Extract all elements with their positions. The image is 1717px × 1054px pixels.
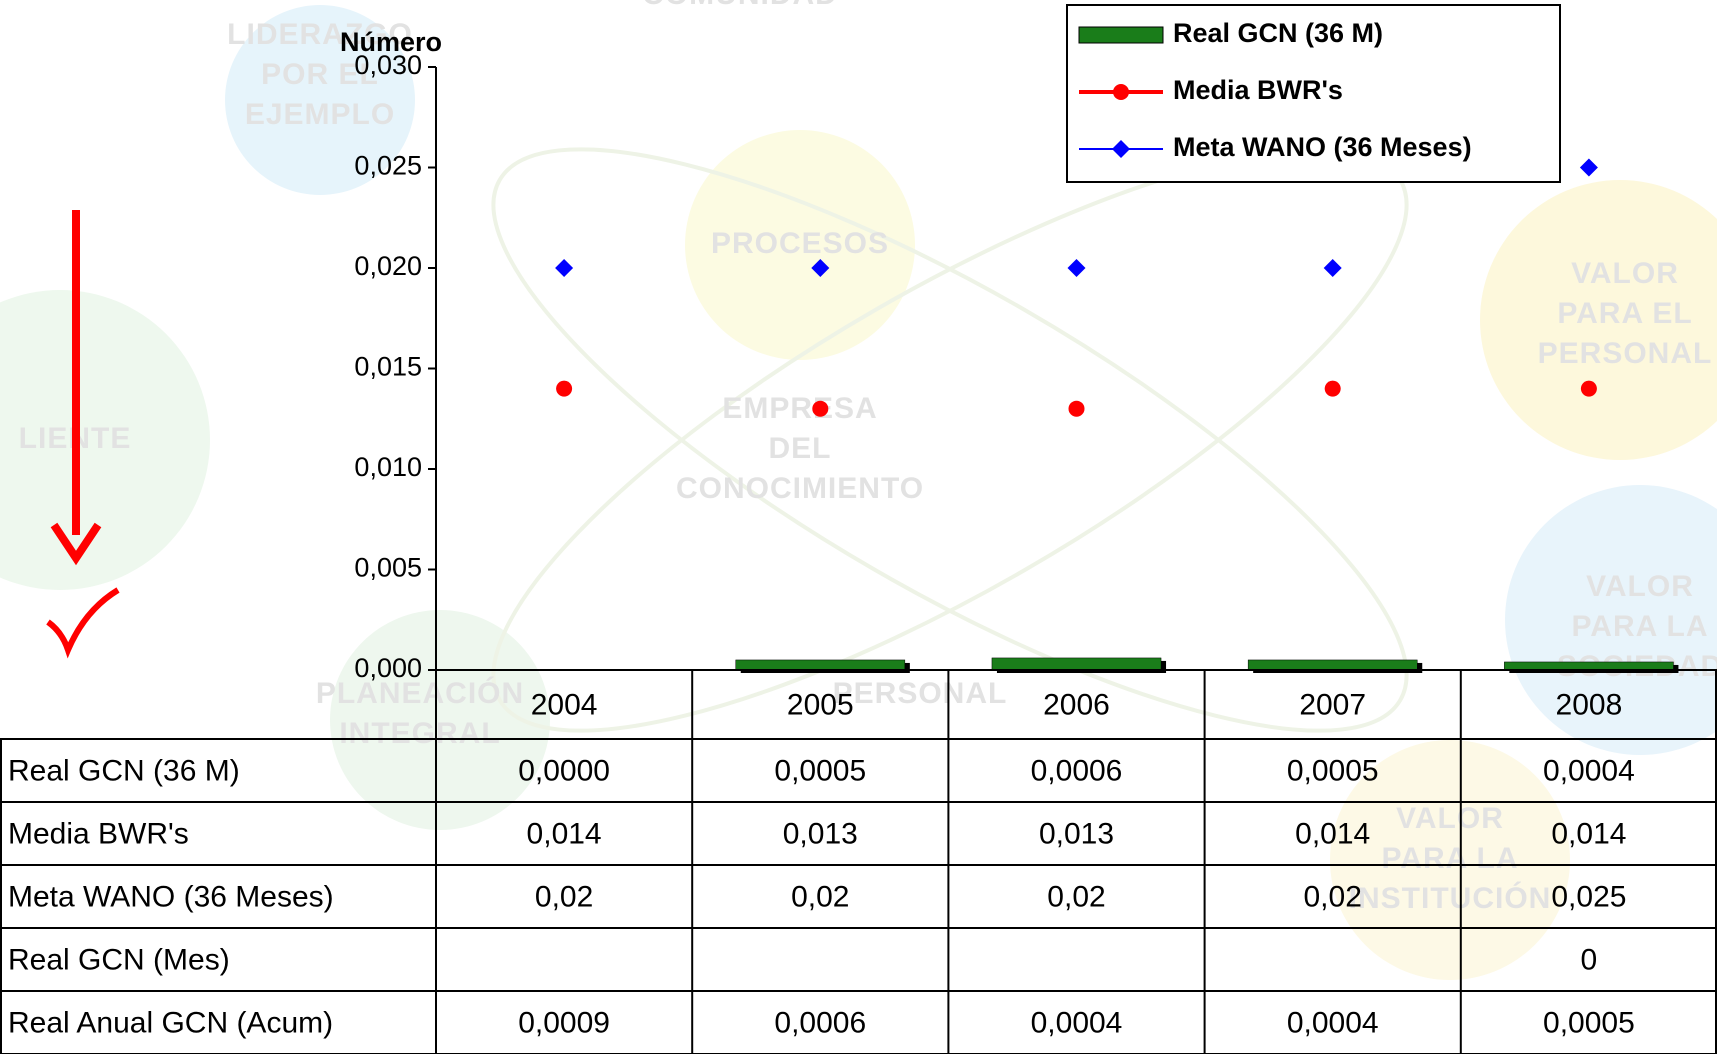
y-tick-label: 0,020	[354, 251, 422, 281]
y-tick-label: 0,015	[354, 352, 422, 382]
background-text: PARA LA	[1572, 610, 1709, 643]
table-cell: 0,02	[535, 880, 593, 913]
table-cell: 0,014	[1551, 817, 1626, 850]
background-text: PARA LA	[1382, 842, 1519, 875]
background-text: CONOCIMIENTO	[676, 472, 924, 505]
background-text: INTEGRAL	[339, 717, 500, 750]
row-header: Real GCN (36 M)	[8, 754, 240, 787]
x-tick-label: 2008	[1556, 688, 1623, 721]
legend-label: Meta WANO (36 Meses)	[1173, 132, 1472, 162]
row-header: Meta WANO (36 Meses)	[8, 880, 334, 913]
table-cell: 0,02	[791, 880, 849, 913]
table-cell: 0,0009	[518, 1006, 610, 1039]
point	[1069, 401, 1085, 417]
background-text: VALOR	[1396, 802, 1504, 835]
background-text: EMPRESA	[722, 392, 877, 425]
y-tick-label: 0,030	[354, 50, 422, 80]
x-tick-label: 2006	[1043, 688, 1110, 721]
row-header: Media BWR's	[8, 817, 189, 850]
table-cell: 0,0005	[1287, 754, 1379, 787]
bar	[992, 658, 1161, 670]
background-text: INSTITUCIÓN	[1349, 881, 1552, 915]
background-text: VALOR	[1571, 257, 1679, 290]
point	[556, 381, 572, 397]
check-mark	[48, 590, 118, 650]
table-cell: 0,02	[1304, 880, 1362, 913]
table-cell: 0,013	[783, 817, 858, 850]
table-cell: 0,0005	[774, 754, 866, 787]
table-cell: 0,0000	[518, 754, 610, 787]
background-text: DEL	[769, 432, 832, 465]
point	[1580, 159, 1598, 177]
table-cell: 0,014	[1295, 817, 1370, 850]
table-cell: 0,0006	[774, 1006, 866, 1039]
background-text: PERSONAL	[1538, 337, 1713, 370]
table-cell: 0,014	[527, 817, 602, 850]
point	[1113, 84, 1129, 100]
bar	[736, 660, 905, 670]
table-cell: 0,013	[1039, 817, 1114, 850]
row-header: Real GCN (Mes)	[8, 943, 230, 976]
background-text: PARA EL	[1557, 297, 1692, 330]
legend-swatch	[1079, 27, 1163, 43]
background-text: VALOR	[1586, 570, 1694, 603]
point	[1581, 381, 1597, 397]
chart: COMUNIDADLIDERAZGOPOR ELEJEMPLOPROCESOSV…	[0, 0, 1717, 1054]
background-text: PERSONAL	[833, 677, 1008, 710]
point	[555, 259, 573, 277]
background-text: COMUNIDAD	[642, 0, 838, 11]
table-cell: 0,0005	[1543, 1006, 1635, 1039]
table-cell: 0,0006	[1031, 754, 1123, 787]
y-tick-label: 0,000	[354, 653, 422, 683]
row-header: Real Anual GCN (Acum)	[8, 1006, 333, 1039]
y-tick-label: 0,025	[354, 151, 422, 181]
table-cell: 0,0004	[1543, 754, 1635, 787]
table-cell: 0,0004	[1031, 1006, 1123, 1039]
point	[1324, 259, 1342, 277]
background-text: PROCESOS	[711, 227, 889, 260]
bar	[1504, 662, 1673, 670]
background-text: EJEMPLO	[245, 98, 395, 131]
legend-label: Media BWR's	[1173, 75, 1343, 105]
y-tick-label: 0,005	[354, 553, 422, 583]
x-tick-label: 2005	[787, 688, 854, 721]
x-tick-label: 2007	[1299, 688, 1366, 721]
point	[812, 401, 828, 417]
y-tick-label: 0,010	[354, 452, 422, 482]
legend-label: Real GCN (36 M)	[1173, 18, 1383, 48]
table-cell: 0	[1581, 943, 1598, 976]
point	[1325, 381, 1341, 397]
x-tick-label: 2004	[531, 688, 598, 721]
table-cell: 0,025	[1551, 880, 1626, 913]
table-cell: 0,02	[1047, 880, 1105, 913]
point	[1068, 259, 1086, 277]
table-cell: 0,0004	[1287, 1006, 1379, 1039]
bar	[1248, 660, 1417, 670]
